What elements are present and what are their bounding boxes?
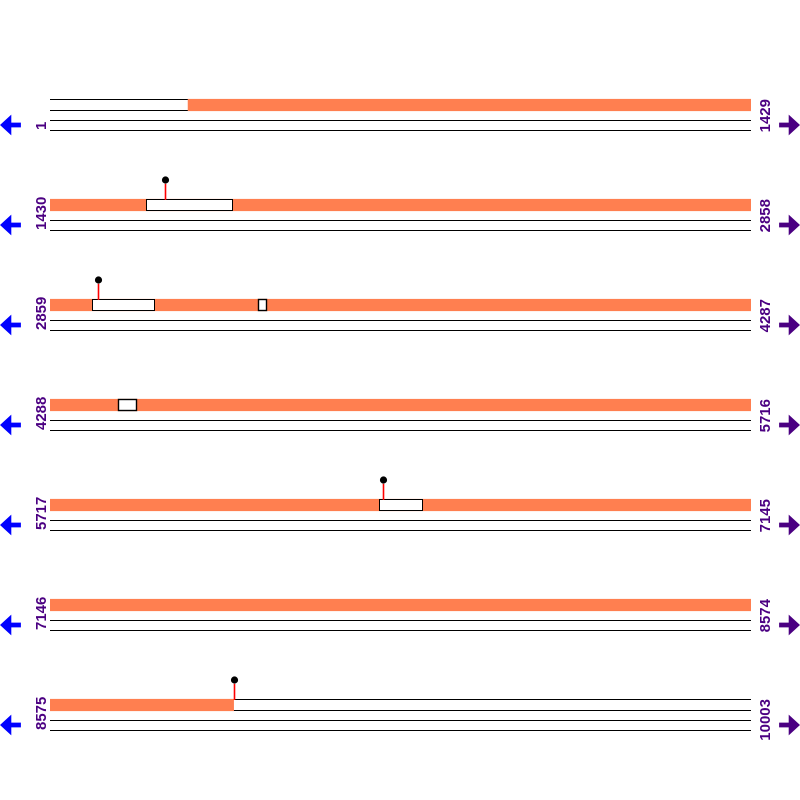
svg-text:2858: 2858 xyxy=(757,199,774,232)
svg-text:5717: 5717 xyxy=(33,497,50,530)
svg-text:8575: 8575 xyxy=(33,697,50,730)
svg-text:5716: 5716 xyxy=(757,399,774,432)
svg-text:7146: 7146 xyxy=(33,597,50,630)
svg-text:8574: 8574 xyxy=(757,598,774,632)
svg-text:2859: 2859 xyxy=(33,297,50,330)
svg-text:7145: 7145 xyxy=(757,499,774,532)
svg-text:4287: 4287 xyxy=(757,299,774,332)
svg-text:4288: 4288 xyxy=(33,397,50,430)
svg-text:1430: 1430 xyxy=(33,197,50,230)
svg-text:1429: 1429 xyxy=(757,99,774,132)
svg-text:10003: 10003 xyxy=(757,699,774,741)
svg-text:1: 1 xyxy=(33,122,50,130)
